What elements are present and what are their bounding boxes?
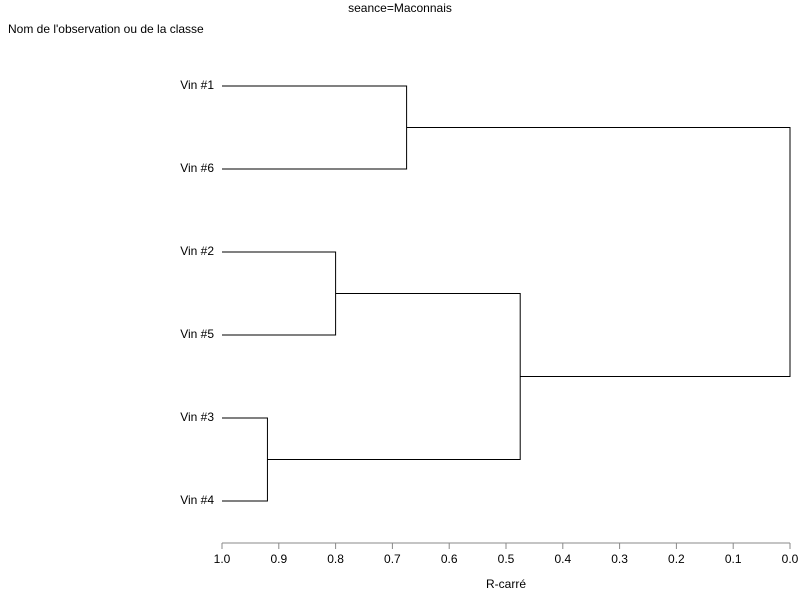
x-tick-label: 0.5 bbox=[498, 552, 515, 566]
x-tick-label: 0.1 bbox=[725, 552, 742, 566]
leaf-label: Vin #1 bbox=[180, 78, 214, 92]
dendrogram-link bbox=[406, 127, 791, 377]
x-tick-label: 1.0 bbox=[214, 552, 231, 566]
x-axis-label: R-carré bbox=[486, 577, 526, 591]
x-tick-label: 0.7 bbox=[384, 552, 401, 566]
leaf-label: Vin #5 bbox=[180, 327, 214, 341]
x-tick-label: 0.9 bbox=[270, 552, 287, 566]
x-tick-label: 0.4 bbox=[554, 552, 571, 566]
leaf-label: Vin #6 bbox=[180, 161, 214, 175]
leaf-label: Vin #2 bbox=[180, 244, 214, 258]
x-tick-label: 0.2 bbox=[668, 552, 685, 566]
x-tick-label: 0.6 bbox=[441, 552, 458, 566]
leaf-label: Vin #3 bbox=[180, 410, 214, 424]
chart-title: seance=Maconnais bbox=[348, 1, 452, 15]
x-tick-label: 0.3 bbox=[611, 552, 628, 566]
y-axis-label: Nom de l'observation ou de la classe bbox=[8, 22, 204, 36]
x-tick-label: 0.0 bbox=[782, 552, 799, 566]
dendrogram-link bbox=[222, 85, 408, 170]
dendrogram-link bbox=[222, 417, 268, 502]
dendrogram-link bbox=[267, 293, 521, 460]
dendrogram-link bbox=[222, 251, 337, 336]
x-tick-label: 0.8 bbox=[327, 552, 344, 566]
leaf-label: Vin #4 bbox=[180, 493, 214, 507]
